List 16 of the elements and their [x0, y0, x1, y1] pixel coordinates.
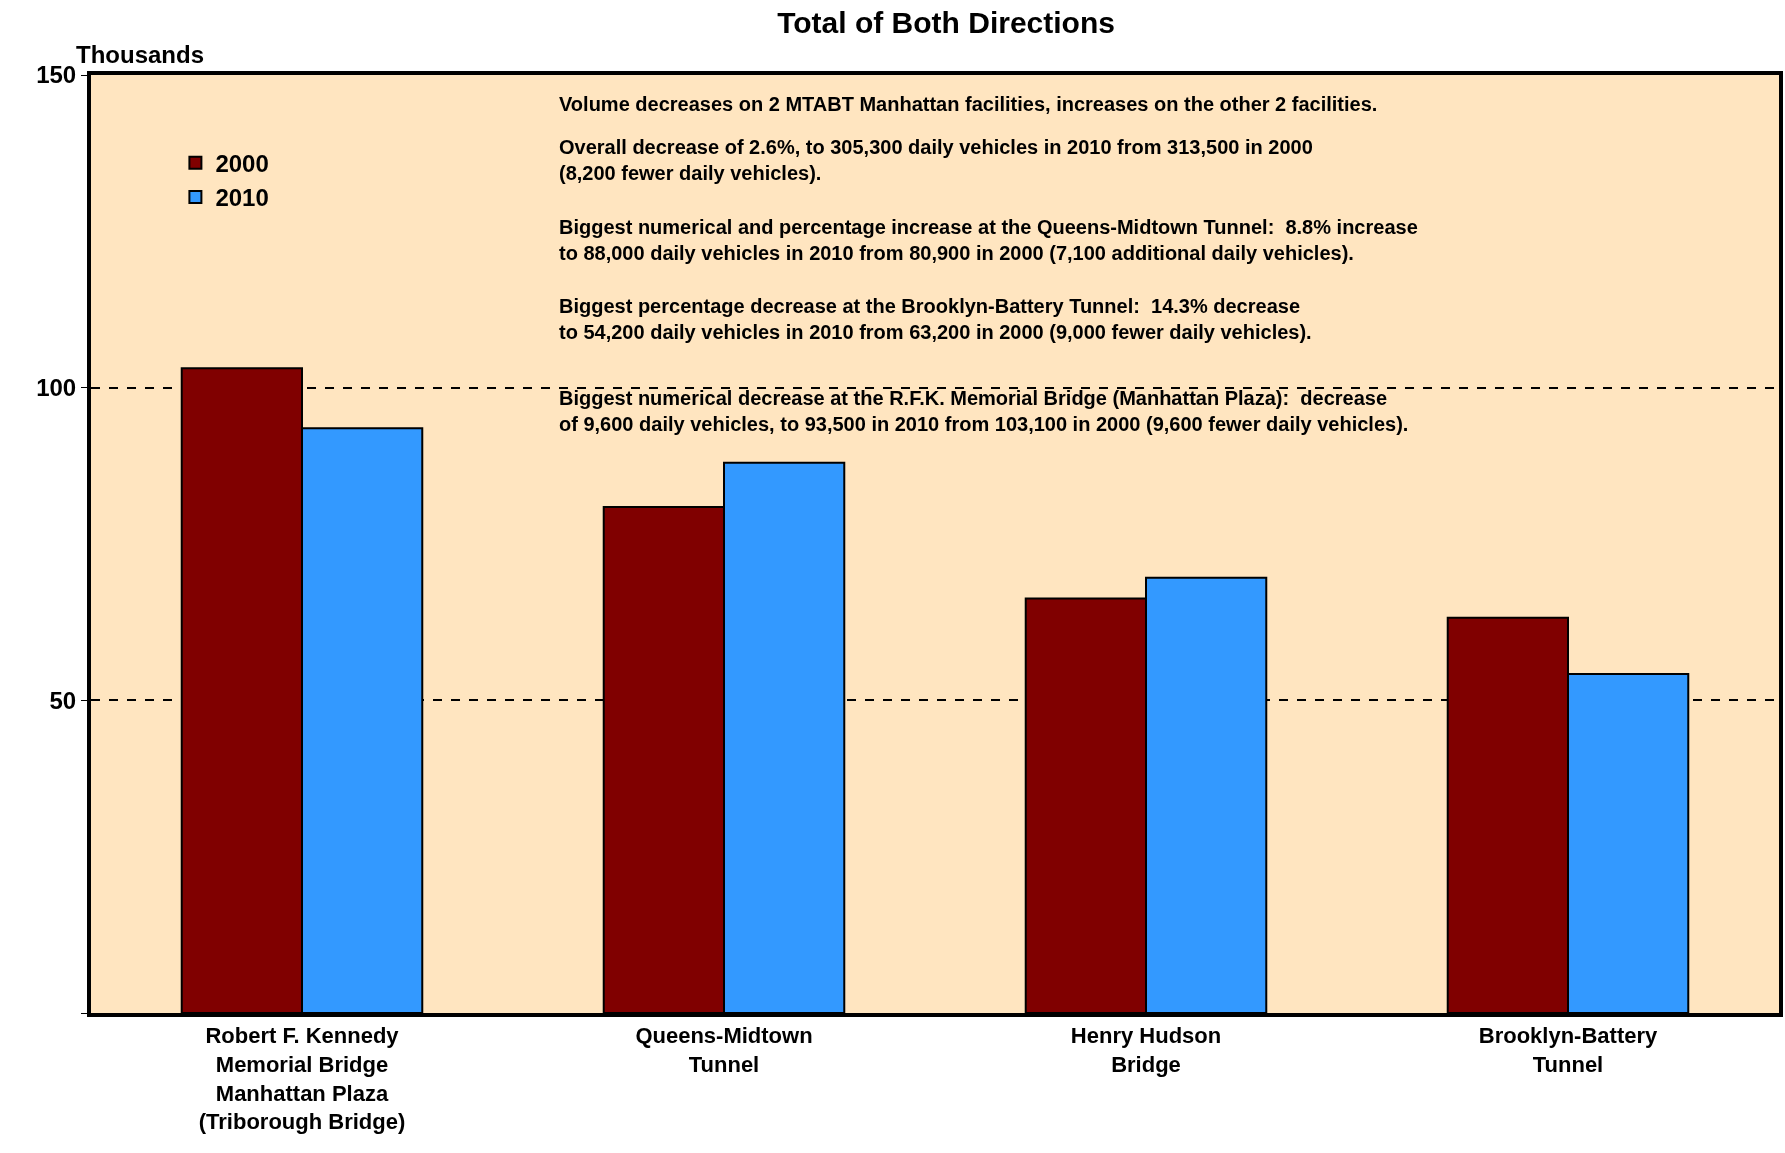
annotation: Biggest numerical and percentage increase at the Queens-Midtown Tunnel: 8.8% increase to 88,000 daily vehicles in 2010 from 80,900 in 2000 (7,100 additional daily vehicles).	[559, 216, 1418, 264]
annotation: Volume decreases on 2 MTABT Manhattan facilities, increases on the other 2 facilities.	[559, 93, 1378, 115]
y-tick-label: 150	[36, 61, 77, 89]
annotation: Overall decrease of 2.6%, to 305,300 daily vehicles in 2010 from 313,500 in 2000 (8,200 fewer daily vehicles).	[559, 136, 1313, 184]
y-tick-label: 100	[36, 374, 77, 402]
legend-label: 2010	[215, 184, 269, 212]
x-tick-label: Henry Hudson Bridge	[1070, 1023, 1222, 1077]
y-axis-title: Thousands	[76, 41, 205, 68]
annotation: Biggest percentage decrease at the Brooklyn-Battery Tunnel: 14.3% decrease to 54,200 daily vehicles in 2010 from 63,200 in 2000 (9,000 fewer daily vehicles).	[559, 295, 1312, 343]
x-tick-label: Queens-Midtown Tunnel	[635, 1023, 813, 1077]
legend-label: 2000	[215, 150, 269, 178]
annotation: Biggest numerical decrease at the R.F.K. Memorial Bridge (Manhattan Plaza): decrease of 9,600 daily vehicles, to 93,500 in 2010 from 103,100 in 2000 (9,600 fewer daily vehicles).	[559, 387, 1409, 435]
x-tick-label: Brooklyn-Battery Tunnel	[1478, 1023, 1658, 1077]
x-tick-label: Robert F. Kennedy Memorial Bridge Manhattan Plaza (Triborough Bridge)	[198, 1023, 406, 1135]
chart-title: Total of Both Directions	[777, 5, 1115, 39]
y-tick-label: 50	[49, 686, 77, 714]
